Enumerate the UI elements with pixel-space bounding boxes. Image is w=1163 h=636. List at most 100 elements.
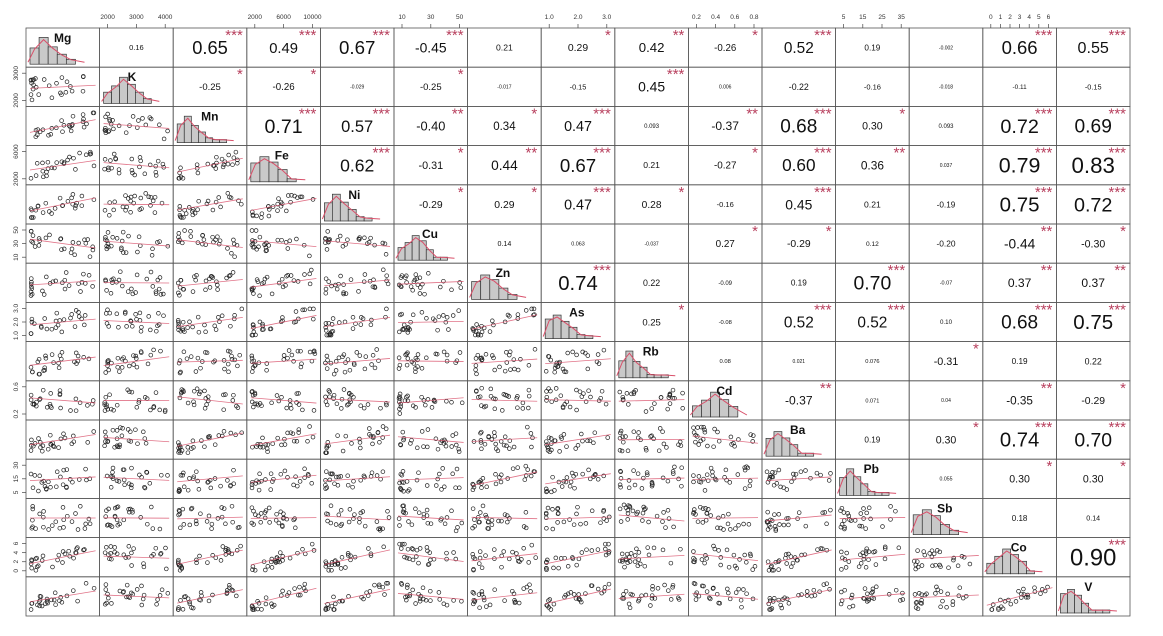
scatter-point xyxy=(454,466,460,472)
scatter-point xyxy=(479,565,485,571)
scatter-point xyxy=(109,243,114,249)
scatter-point xyxy=(900,597,906,602)
significance-stars: *** xyxy=(1035,184,1053,201)
scatter-point xyxy=(384,306,389,312)
scatter-point xyxy=(699,424,704,430)
scatter-point xyxy=(345,473,350,478)
scatter-point xyxy=(552,365,558,371)
scatter-point xyxy=(565,591,571,597)
scatter-point xyxy=(250,389,255,394)
significance-stars: *** xyxy=(667,66,685,83)
scatter-point xyxy=(362,474,367,480)
scatter-point xyxy=(789,564,794,570)
scatter-point xyxy=(934,584,939,590)
scatter-point xyxy=(603,541,608,547)
scatter-point xyxy=(278,471,284,477)
scatter-point xyxy=(483,352,489,357)
scatter-point xyxy=(85,440,90,445)
smooth-line xyxy=(324,588,391,604)
scatter-point xyxy=(454,442,459,448)
scatter-point xyxy=(858,511,864,516)
axis-tick-label: 15 xyxy=(859,14,867,21)
scatter-point xyxy=(631,468,636,473)
scatter-point xyxy=(341,387,347,392)
scatter-point xyxy=(144,470,150,475)
scatter-point xyxy=(919,598,924,603)
scatter-point xyxy=(568,479,574,485)
scatter-point xyxy=(236,198,241,203)
scatter-point xyxy=(232,313,237,318)
scatter-point xyxy=(695,519,701,524)
scatter-point xyxy=(570,349,575,355)
scatter-point xyxy=(745,465,751,471)
scatter-point xyxy=(165,128,170,134)
correlation-value: 0.076 xyxy=(865,359,879,365)
histogram-bar xyxy=(789,444,799,457)
histogram-bar xyxy=(198,131,206,143)
scatter-point xyxy=(751,433,756,438)
scatter-point xyxy=(226,273,232,279)
smooth-line xyxy=(29,119,96,133)
scatter-point xyxy=(176,231,182,236)
scatter-point xyxy=(444,399,449,404)
correlation-value: 0.04 xyxy=(941,398,951,404)
scatter-point xyxy=(916,591,922,596)
scatter-point xyxy=(510,466,516,471)
axis-tick-label: 0 xyxy=(989,14,993,21)
scatter-point xyxy=(329,603,335,609)
scatter-point xyxy=(479,385,484,391)
scatter-point xyxy=(737,557,742,562)
scatter-point xyxy=(155,158,161,164)
scatter-point xyxy=(104,243,109,249)
scatter-point xyxy=(960,595,966,601)
scatter-point xyxy=(839,589,844,595)
scatter-point xyxy=(103,277,108,283)
smooth-line xyxy=(618,593,685,599)
scatter-point xyxy=(298,194,303,200)
scatter-point xyxy=(204,350,210,356)
scatter-point xyxy=(332,607,337,612)
scatter-point xyxy=(289,352,295,358)
scatter-point xyxy=(251,404,256,410)
scatter-point xyxy=(131,362,136,367)
scatter-point xyxy=(218,558,224,563)
scatter-point xyxy=(623,588,629,594)
scatter-point xyxy=(419,429,425,434)
significance-stars: * xyxy=(531,184,537,201)
scatter-point xyxy=(210,592,215,598)
scatter-point xyxy=(279,276,285,282)
scatter-point xyxy=(126,507,131,512)
scatter-point xyxy=(196,329,202,335)
scatter-point xyxy=(385,509,390,514)
scatter-point xyxy=(708,465,714,471)
scatter-point xyxy=(178,563,184,569)
scatter-point xyxy=(700,520,706,525)
axis-tick-label: 4000 xyxy=(158,14,173,21)
smooth-line xyxy=(103,437,170,443)
significance-stars: *** xyxy=(1035,27,1053,44)
smooth-line xyxy=(397,515,464,521)
scatter-point xyxy=(1032,585,1037,590)
scatter-point xyxy=(108,485,114,490)
scatter-point xyxy=(250,212,256,218)
scatter-point xyxy=(473,367,478,373)
scatter-point xyxy=(649,593,655,598)
scatter-point xyxy=(955,563,961,569)
scatter-point xyxy=(441,313,446,318)
scatter-point xyxy=(275,208,280,213)
scatter-point xyxy=(423,598,429,603)
scatter-point xyxy=(345,357,351,362)
correlation-value: 0.021 xyxy=(793,359,806,365)
scatter-point xyxy=(104,288,109,293)
scatter-point xyxy=(711,585,716,591)
scatter-point xyxy=(288,430,294,435)
axis-tick-label: 1 xyxy=(999,14,1003,21)
scatter-point xyxy=(65,199,71,204)
scatter-point xyxy=(28,92,34,97)
scatter-point xyxy=(921,549,926,554)
density-curve xyxy=(321,195,381,220)
significance-stars: *** xyxy=(1108,184,1126,201)
scatter-point xyxy=(279,593,284,598)
scatter-point xyxy=(114,443,120,449)
scatter-point xyxy=(584,547,589,552)
